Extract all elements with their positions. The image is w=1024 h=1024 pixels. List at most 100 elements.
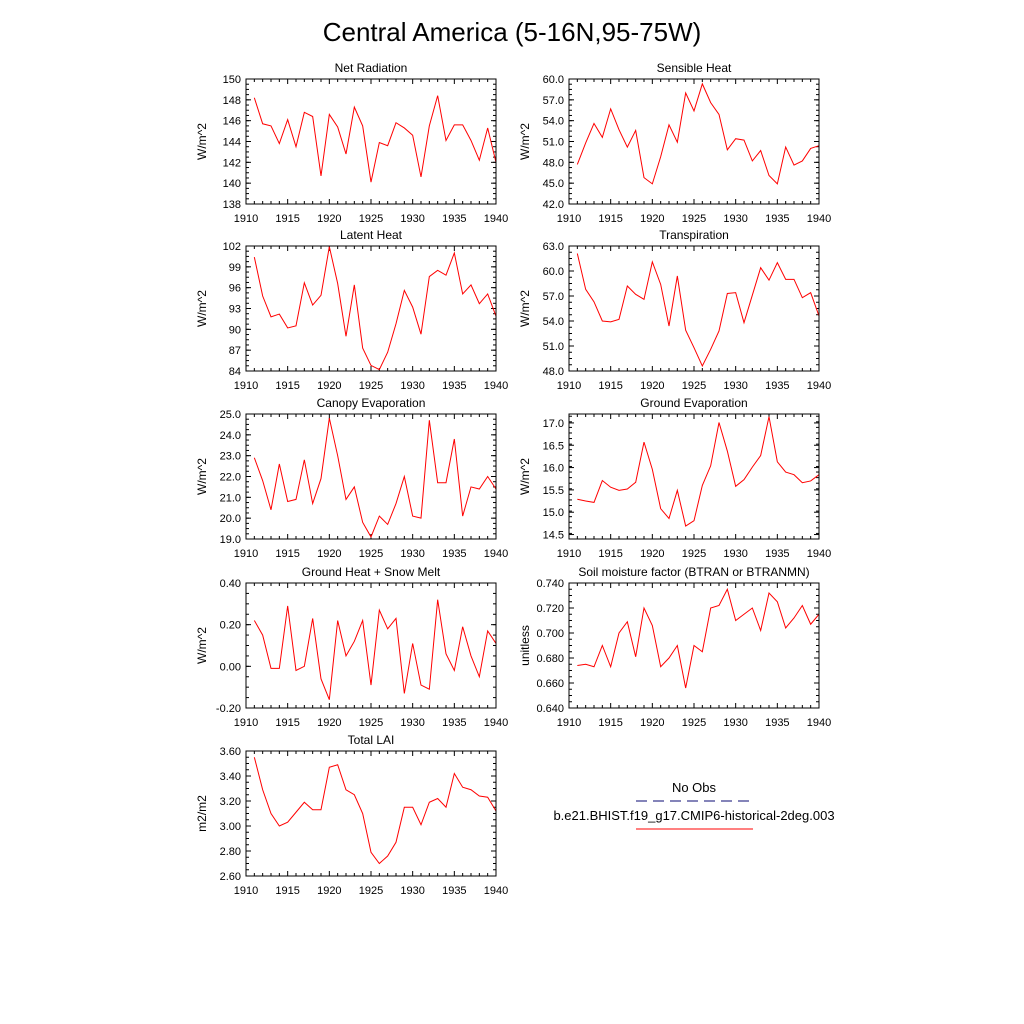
legend-obs-label: No Obs <box>672 780 717 795</box>
panel-2-xtick-label: 1920 <box>640 213 664 225</box>
panel-5-ylabel: W/m^2 <box>195 458 209 495</box>
panel-9-xtick-label: 1920 <box>317 885 341 897</box>
panel-5: Canopy Evaporation W/m^2 1910 1915 1920 1925 1… <box>195 396 508 560</box>
panel-5-ytick-label: 24.0 <box>220 430 241 442</box>
panel-3-ytick-label: 99 <box>229 262 241 274</box>
panel-1-title: Net Radiation <box>335 61 408 75</box>
panel-1-xtick-label: 1940 <box>484 213 508 225</box>
panel-6-xtick-label: 1935 <box>765 548 789 560</box>
panel-4-xtick-label: 1925 <box>682 380 706 392</box>
panel-6-ytick-label: 17.0 <box>543 418 564 430</box>
panel-3-ytick-label: 87 <box>229 345 241 357</box>
panel-6-xtick-label: 1910 <box>557 548 581 560</box>
panel-4-xtick-label: 1920 <box>640 380 664 392</box>
panel-9-xtick-label: 1930 <box>400 885 424 897</box>
panel-1-series-line <box>253 95 497 183</box>
panel-3-xtick-label: 1910 <box>234 380 258 392</box>
panel-1-ylabel: W/m^2 <box>195 123 209 160</box>
panel-7-xtick-label: 1925 <box>359 717 383 729</box>
panel-5-ytick-label: 22.0 <box>220 472 241 484</box>
panel-9-xtick-label: 1940 <box>484 885 508 897</box>
panel-7-xtick-label: 1920 <box>317 717 341 729</box>
panel-1-ytick-label: 142 <box>223 157 241 169</box>
panel-1-ytick-label: 140 <box>223 178 241 190</box>
panel-6-series-line <box>577 416 820 527</box>
panel-6-ytick-label: 15.0 <box>543 507 564 519</box>
panel-5-xtick-label: 1935 <box>442 548 466 560</box>
panel-2-xtick-label: 1925 <box>682 213 706 225</box>
panel-2-ylabel: W/m^2 <box>518 123 532 160</box>
panel-7: Ground Heat + Snow Melt W/m^2 1910 1915 1920… <box>195 565 508 729</box>
panel-7-xtick-label: 1940 <box>484 717 508 729</box>
panel-6-ytick-label: 15.5 <box>543 485 564 497</box>
panel-6-ylabel: W/m^2 <box>518 458 532 495</box>
panel-6-ytick-label: 16.5 <box>543 440 564 452</box>
panel-6-ytick-label: 16.0 <box>543 463 564 475</box>
panel-6-frame <box>568 413 820 540</box>
panel-3-xtick-label: 1935 <box>442 380 466 392</box>
panel-9-series-line <box>253 757 497 865</box>
panel-8-ytick-label: 0.640 <box>536 703 564 715</box>
panel-9-ylabel: m2/m2 <box>195 795 209 832</box>
panel-7-xtick-label: 1935 <box>442 717 466 729</box>
panel-2-ytick-label: 51.0 <box>543 137 564 149</box>
panel-7-title: Ground Heat + Snow Melt <box>302 565 441 579</box>
panel-2-xtick-label: 1935 <box>765 213 789 225</box>
panel-2-ytick-label: 57.0 <box>543 95 564 107</box>
panel-9-ytick-label: 3.60 <box>220 746 241 758</box>
panel-4-ytick-label: 57.0 <box>543 291 564 303</box>
panel-2-ytick-label: 42.0 <box>543 199 564 211</box>
panel-6-title: Ground Evaporation <box>640 396 747 410</box>
panel-7-xtick-label: 1915 <box>275 717 299 729</box>
panel-3-ytick-label: 84 <box>229 366 241 378</box>
panel-9-xtick-label: 1915 <box>275 885 299 897</box>
panel-1: Net Radiation W/m^2 1910 1915 1920 1925 1930 19… <box>195 61 508 225</box>
panel-3-ylabel: W/m^2 <box>195 290 209 327</box>
panel-3-ytick-label: 96 <box>229 283 241 295</box>
panel-2-title: Sensible Heat <box>657 61 732 75</box>
panel-2-ytick-label: 48.0 <box>543 157 564 169</box>
panel-1-xtick-label: 1930 <box>400 213 424 225</box>
panel-8-title: Soil moisture factor (BTRAN or BTRANMN) <box>578 565 809 579</box>
panel-8-ytick-label: 0.740 <box>536 578 564 590</box>
panel-3-xtick-label: 1925 <box>359 380 383 392</box>
panels: Net Radiation W/m^2 1910 1915 1920 1925 1930 19… <box>195 61 831 897</box>
panel-3-frame <box>245 245 497 372</box>
panel-2-frame <box>568 78 820 205</box>
panel-3-ytick-label: 102 <box>223 241 241 253</box>
panel-8-ytick-label: 0.700 <box>536 628 564 640</box>
panel-9-ytick-label: 3.20 <box>220 796 241 808</box>
panel-4-ytick-label: 54.0 <box>543 316 564 328</box>
panel-1-xtick-label: 1935 <box>442 213 466 225</box>
panel-8-xtick-label: 1915 <box>598 717 622 729</box>
panel-2-xtick-label: 1940 <box>807 213 831 225</box>
panel-9-xtick-label: 1910 <box>234 885 258 897</box>
panel-4-title: Transpiration <box>659 228 729 242</box>
panel-4-frame <box>568 245 820 372</box>
panel-4-ytick-label: 51.0 <box>543 341 564 353</box>
panel-7-series-line <box>253 599 497 700</box>
panel-2-xtick-label: 1930 <box>723 213 747 225</box>
panel-8-ytick-label: 0.720 <box>536 603 564 615</box>
panel-1-xtick-label: 1920 <box>317 213 341 225</box>
panel-2-series-line <box>576 82 820 185</box>
panel-4-xtick-label: 1915 <box>598 380 622 392</box>
panel-8-ytick-label: 0.660 <box>536 678 564 690</box>
panel-7-ytick-label: 0.00 <box>220 661 241 673</box>
panel-9-xtick-label: 1935 <box>442 885 466 897</box>
panel-7-ytick-label: 0.20 <box>220 620 241 632</box>
panel-9-xtick-label: 1925 <box>359 885 383 897</box>
panel-8-ylabel: unitless <box>518 625 532 666</box>
panel-2-ytick-label: 60.0 <box>543 74 564 86</box>
panel-9-frame <box>245 750 497 877</box>
panel-2-ytick-label: 54.0 <box>543 116 564 128</box>
panel-9-ytick-label: 3.40 <box>220 771 241 783</box>
panel-2-xtick-label: 1915 <box>598 213 622 225</box>
panel-9-title: Total LAI <box>348 733 395 747</box>
panel-1-xtick-label: 1910 <box>234 213 258 225</box>
panel-5-frame <box>245 413 497 540</box>
panel-2: Sensible Heat W/m^2 1910 1915 1920 1925 1930 19… <box>518 61 831 225</box>
panel-5-xtick-label: 1930 <box>400 548 424 560</box>
panel-4-xtick-label: 1930 <box>723 380 747 392</box>
